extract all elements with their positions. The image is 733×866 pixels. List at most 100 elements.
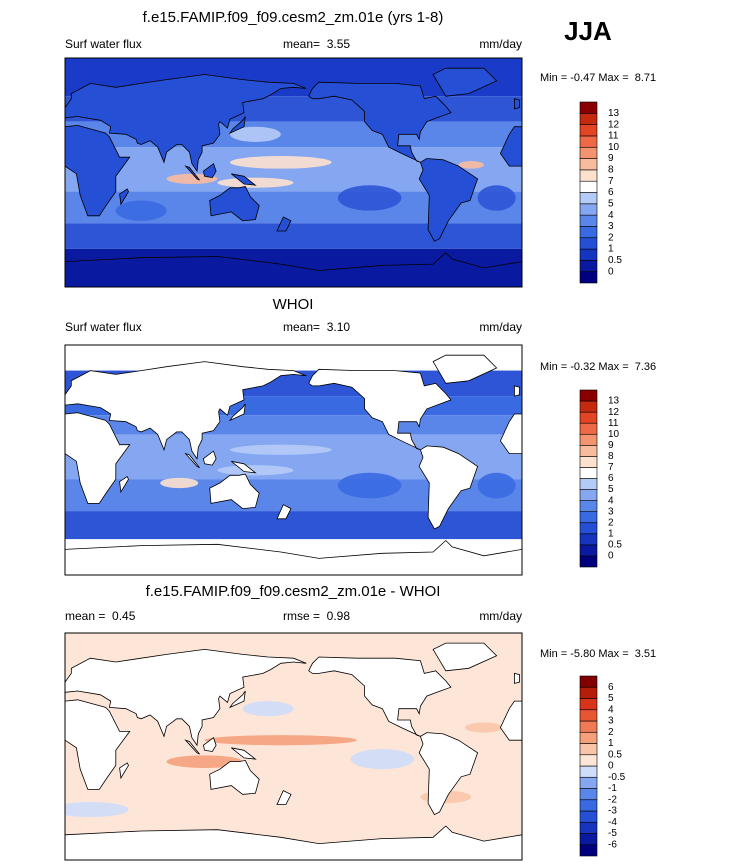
colorbar-box	[579, 389, 598, 402]
land	[499, 700, 522, 741]
colorbar-box	[579, 821, 598, 834]
land	[202, 450, 217, 466]
colorbar-label: 0.5	[608, 255, 622, 266]
panel-title: f.e15.FAMIP.f09_f09.cesm2_zm.01e - WHOI	[146, 583, 441, 600]
land	[228, 403, 246, 422]
map	[65, 345, 522, 575]
map	[65, 58, 522, 287]
land	[276, 790, 292, 805]
colorbar-box	[579, 500, 598, 512]
land	[418, 445, 479, 530]
ocean-feature	[160, 477, 199, 489]
colorbar-label: 5	[608, 484, 614, 495]
land	[65, 412, 131, 504]
land	[308, 368, 452, 451]
colorbar-box	[579, 833, 598, 846]
ocean-feature	[65, 801, 129, 818]
ocean-feature	[204, 735, 357, 746]
colorbar-label: 6	[608, 473, 614, 484]
colorbar-box	[579, 709, 598, 722]
land	[65, 74, 307, 173]
ocean-feature	[477, 472, 516, 499]
colorbar-box	[579, 271, 598, 284]
colorbar-box	[579, 248, 598, 261]
colorbar-label: 10	[608, 429, 620, 440]
colorbar-label: 4	[608, 704, 614, 715]
colorbar-label: 3	[608, 506, 614, 517]
land	[514, 98, 520, 110]
land	[119, 762, 129, 780]
land	[119, 476, 129, 494]
colorbar-box	[579, 489, 598, 501]
ocean-feature	[477, 185, 516, 211]
colorbar-label: 1	[608, 244, 614, 255]
colorbar-box	[579, 511, 598, 524]
colorbar-label: 0.5	[608, 749, 622, 760]
range-text: Min = -5.80 Max = 3.51	[540, 648, 656, 660]
colorbar-label: -5	[608, 828, 617, 839]
land	[202, 162, 217, 179]
colorbar-label: 13	[608, 108, 620, 119]
map-frame	[64, 57, 523, 288]
map	[65, 633, 522, 860]
colorbar-label: 2	[608, 727, 614, 738]
colorbar-label: 12	[608, 407, 620, 418]
colorbar-label: 3	[608, 716, 614, 727]
colorbar-box	[579, 478, 598, 490]
colorbar-box	[579, 675, 598, 688]
land	[499, 413, 522, 455]
colorbar-box	[579, 124, 598, 137]
ocean-feature	[458, 161, 484, 169]
land	[184, 165, 200, 181]
colorbar-label: 0	[608, 551, 614, 562]
land	[202, 737, 217, 752]
colorbar-box	[579, 844, 598, 857]
land	[276, 504, 292, 520]
ocean-feature	[166, 755, 243, 768]
land	[432, 354, 498, 384]
colorbar-box	[579, 698, 598, 711]
panel-title: f.e15.FAMIP.f09_f09.cesm2_zm.01e (yrs 1-…	[143, 9, 444, 26]
ocean-feature	[230, 444, 332, 455]
colorbar-label: 5	[608, 198, 614, 209]
land	[231, 460, 257, 474]
colorbar-box	[579, 445, 598, 457]
ocean-band	[65, 223, 522, 249]
land	[231, 747, 257, 760]
land	[231, 173, 257, 186]
colorbar-label: 6	[608, 187, 614, 198]
season-label: JJA	[564, 16, 612, 46]
land	[228, 690, 246, 709]
colorbar-box	[579, 754, 598, 767]
land	[514, 385, 520, 397]
colorbar-label: 0	[608, 761, 614, 772]
map-frame	[64, 632, 523, 861]
colorbar-label: 1	[608, 528, 614, 539]
colorbar-label: 1	[608, 738, 614, 749]
colorbar-box	[579, 135, 598, 148]
colorbar-box	[579, 203, 598, 216]
colorbar-box	[579, 146, 598, 159]
colorbar-label: 13	[608, 396, 620, 407]
colorbar-box	[579, 799, 598, 812]
land	[499, 126, 522, 167]
colorbar-label: -1	[608, 783, 617, 794]
colorbar-box	[579, 467, 598, 479]
colorbar-label: 11	[608, 131, 619, 142]
colorbar-box	[579, 214, 598, 227]
colorbar-box	[579, 422, 598, 435]
ocean-feature	[115, 200, 167, 221]
land	[209, 473, 260, 510]
colorbar-box	[579, 765, 598, 778]
land	[184, 739, 200, 755]
land	[184, 452, 200, 469]
ocean-feature	[464, 722, 503, 733]
ocean-feature	[230, 155, 332, 169]
colorbar-label: 9	[608, 440, 614, 451]
colorbar-box	[579, 533, 598, 546]
colorbar-label: 0.5	[608, 540, 622, 551]
ocean-feature	[337, 472, 402, 499]
colorbar-box	[579, 743, 598, 756]
land	[228, 116, 246, 135]
